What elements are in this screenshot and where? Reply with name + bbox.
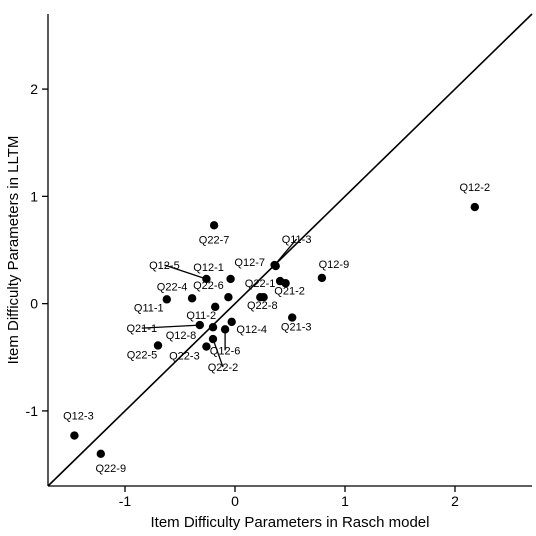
data-point xyxy=(275,276,285,286)
data-point xyxy=(187,294,197,303)
point-label: Q12-2 xyxy=(460,182,491,194)
point-label: Q22-4 xyxy=(157,281,188,293)
point-label: Q21-1 xyxy=(127,323,158,335)
leader-line xyxy=(212,338,224,368)
point-label: Q12-3 xyxy=(63,411,94,423)
data-point xyxy=(220,325,230,334)
data-point xyxy=(202,274,211,284)
data-point xyxy=(208,334,218,344)
x-tick-label: 2 xyxy=(451,493,459,509)
data-point xyxy=(211,302,220,312)
leader-line xyxy=(274,238,298,266)
leader-line xyxy=(164,264,207,280)
x-tick-label: 0 xyxy=(231,493,239,509)
data-point xyxy=(226,274,235,284)
point-label: Q12-4 xyxy=(236,324,267,336)
y-tick-label: 2 xyxy=(30,81,38,97)
point-labels-group: Q12-2 Q22-7 Q11-3 Q12-7 Q12-9 Q12-5 Q12-1 Q21-2… xyxy=(63,182,490,475)
point-label: Q12-9 xyxy=(319,259,350,271)
data-point xyxy=(70,431,79,440)
point-label: Q11-1 xyxy=(134,302,164,314)
point-label: Q22-5 xyxy=(127,349,158,361)
data-point xyxy=(227,317,236,327)
point-label: Q22-3 xyxy=(169,351,200,363)
point-label: Q22-8 xyxy=(247,300,278,312)
identity-line xyxy=(47,13,533,487)
identity-line-group xyxy=(47,13,533,487)
data-point xyxy=(162,295,171,304)
point-label: Q12-8 xyxy=(166,330,197,342)
leader-line xyxy=(141,324,200,329)
data-point xyxy=(195,320,204,330)
y-axis-title: Item Difficulty Parameters in LLTM xyxy=(5,136,22,365)
point-label: Q12-5 xyxy=(149,260,180,272)
point-label: Q12-7 xyxy=(234,257,265,269)
data-point xyxy=(271,261,280,271)
point-label: Q22-9 xyxy=(96,463,127,475)
point-label: Q12-1 xyxy=(193,262,224,274)
point-label: Q12-6 xyxy=(210,345,241,357)
y-tick-label: 0 xyxy=(30,296,38,312)
data-point xyxy=(259,293,268,302)
data-point xyxy=(96,449,106,459)
point-label: Q22-1 xyxy=(245,278,276,290)
point-label: Q22-7 xyxy=(199,234,230,246)
data-point xyxy=(224,293,233,302)
point-label: Q21-3 xyxy=(281,322,312,334)
x-axis-title: Item Difficulty Parameters in Rasch mode… xyxy=(151,514,430,531)
data-point xyxy=(470,202,479,212)
data-point xyxy=(288,313,297,322)
x-tick-label: -1 xyxy=(119,493,132,509)
point-label: Q21-2 xyxy=(274,285,305,297)
x-tick-label: 1 xyxy=(341,493,349,509)
y-tick-label: 1 xyxy=(30,188,38,204)
data-point xyxy=(202,342,211,351)
data-point xyxy=(153,341,163,350)
data-point xyxy=(209,221,219,230)
leader-lines-group xyxy=(141,238,298,368)
axis-ticks-group: -1 0 1 2 -1 0 1 2 xyxy=(26,81,460,509)
data-point xyxy=(208,323,218,332)
point-label: Q22-6 xyxy=(193,280,224,292)
points-group xyxy=(70,202,479,459)
point-label: Q11-2 xyxy=(186,310,216,322)
point-label: Q11-3 xyxy=(282,234,312,246)
data-point xyxy=(317,273,327,283)
point-label: Q22-2 xyxy=(208,362,239,374)
y-tick-label: -1 xyxy=(26,403,39,419)
